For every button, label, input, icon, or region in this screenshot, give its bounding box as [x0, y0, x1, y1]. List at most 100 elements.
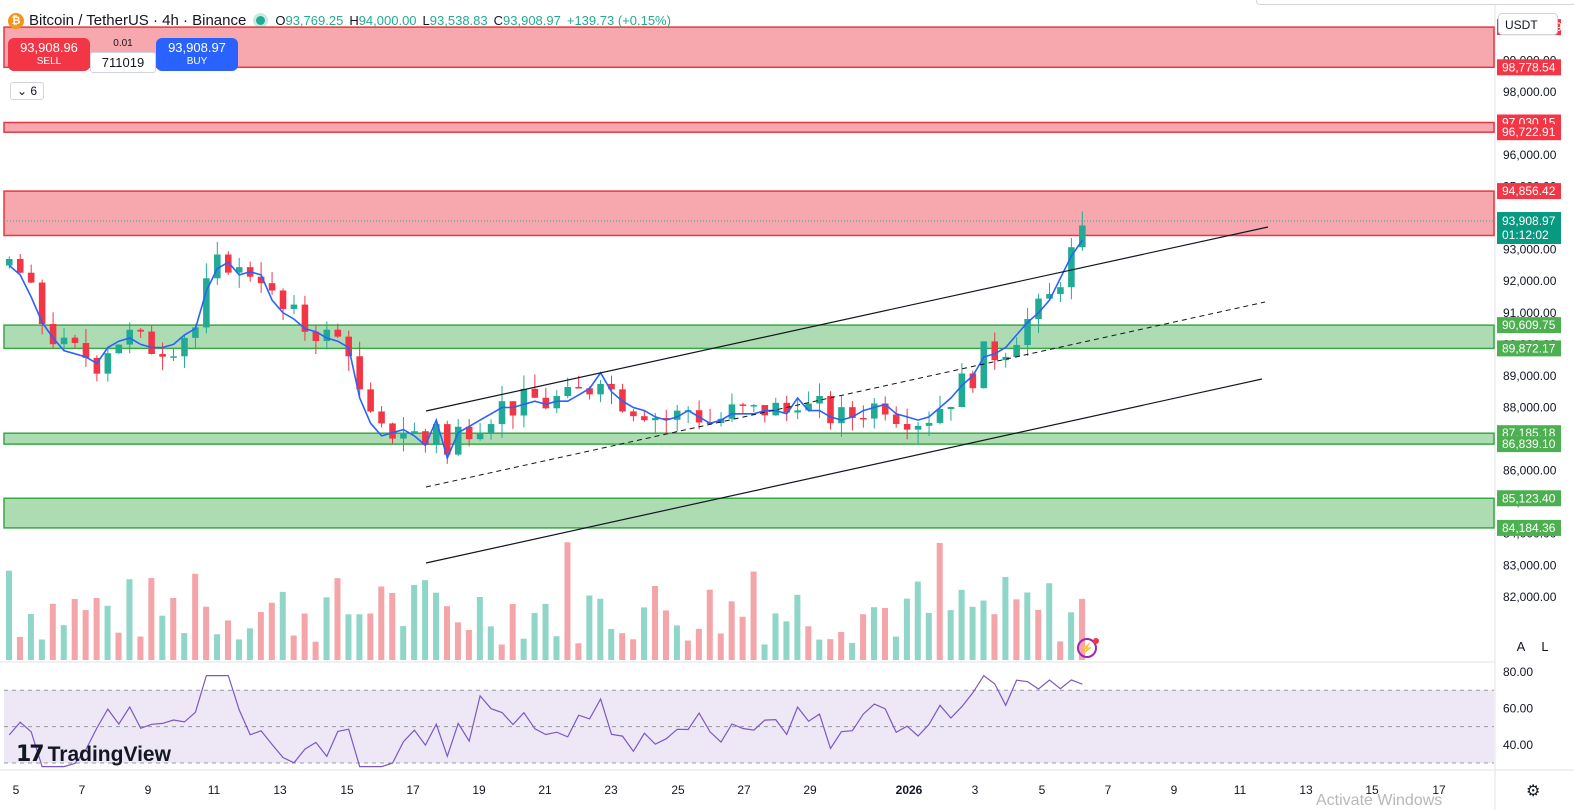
time-tick-label: 9	[145, 783, 152, 797]
candle-body	[662, 418, 670, 420]
candle-body	[871, 403, 878, 419]
candle-body	[914, 425, 922, 430]
volume-bar	[871, 607, 878, 660]
volume-bar	[641, 607, 648, 660]
candle-body	[641, 416, 648, 421]
rsi-tick-label: 40.00	[1503, 738, 1533, 752]
time-tick-label: 9	[1171, 783, 1178, 797]
candle-body	[553, 396, 561, 409]
current-price-tag	[1497, 211, 1561, 244]
volume-bar	[662, 610, 669, 660]
volume-bar	[860, 614, 867, 660]
volume-bar	[586, 595, 593, 660]
volume-bar	[991, 614, 998, 660]
volume-bar	[706, 589, 713, 660]
candle-body	[860, 417, 867, 420]
volume-bar	[38, 639, 45, 660]
time-tick-label: 2026	[896, 783, 923, 797]
candle-body	[487, 424, 495, 433]
volume-bar	[1024, 592, 1031, 660]
trade-panel: 93,908.96 SELL 0.01 711019 93,908.97 BUY	[8, 38, 238, 73]
time-tick-label: 23	[604, 783, 618, 797]
candle-body	[334, 329, 342, 337]
candle-body	[728, 404, 736, 419]
chart-header: ₿ Bitcoin / TetherUS · 4h · Binance O93,…	[8, 12, 677, 29]
price-level-label: 96,722.91	[1502, 125, 1556, 139]
volume-bar	[367, 613, 374, 660]
candle-body	[49, 324, 57, 345]
ohlc-high: H94,000.00	[349, 13, 417, 28]
currency-select[interactable]: USDT	[1498, 13, 1558, 35]
auto-scale-button[interactable]: A	[1516, 639, 1526, 654]
symbol-title[interactable]: Bitcoin / TetherUS · 4h · Binance	[29, 12, 247, 29]
volume-bar	[257, 612, 264, 660]
price-tick-label: 96,000.00	[1503, 148, 1557, 162]
volume-bar	[104, 605, 111, 660]
sell-label: SELL	[36, 55, 62, 67]
quantity-input[interactable]: 711019	[90, 52, 156, 73]
volume-bar	[181, 633, 188, 660]
candle-body	[1002, 356, 1009, 361]
volume-bar	[312, 641, 319, 660]
volume-bar	[411, 584, 418, 660]
volume-bar	[761, 644, 768, 660]
candle-body	[356, 356, 363, 390]
volume-bar	[137, 636, 144, 660]
candle-body	[159, 353, 166, 357]
volume-bar	[27, 613, 34, 660]
candle-body	[323, 329, 331, 341]
time-tick-label: 5	[1039, 783, 1046, 797]
current-price-label: 93,908.97	[1502, 214, 1556, 228]
buy-button[interactable]: 93,908.97 BUY	[156, 38, 238, 71]
candle-body	[290, 304, 298, 309]
notification-dot	[1093, 638, 1099, 644]
candle-body	[1068, 247, 1075, 288]
volume-bar	[93, 597, 100, 660]
zone-green-4	[3, 432, 1495, 445]
price-tick-label: 86,000.00	[1503, 464, 1557, 478]
time-tick-label: 27	[737, 783, 751, 797]
candle-body	[936, 409, 944, 423]
candle-body	[903, 424, 911, 430]
zone-green-5	[3, 497, 1495, 529]
price-level-tag	[1497, 519, 1561, 536]
candle-body	[575, 386, 582, 389]
ohlc-low: L93,538.83	[422, 13, 488, 28]
candle-body	[400, 432, 407, 439]
candle-body	[991, 341, 999, 361]
candle-body	[389, 423, 396, 439]
lightning-icon[interactable]: ⚡	[1077, 638, 1097, 658]
volume-bar	[717, 633, 724, 660]
price-level-label: 94,856.42	[1502, 184, 1556, 198]
channel-mid-line	[425, 301, 1266, 488]
volume-bar	[903, 598, 910, 660]
time-tick-label: 25	[671, 783, 685, 797]
volume-bar	[115, 632, 122, 660]
market-open-icon	[256, 16, 266, 25]
volume-bar	[750, 571, 757, 660]
tradingview-logo[interactable]: 17 TradingView	[16, 742, 171, 767]
log-scale-button[interactable]: L	[1541, 639, 1549, 654]
volume-bar	[783, 621, 790, 660]
sell-button[interactable]: 93,908.96 SELL	[8, 38, 90, 71]
candle-body	[367, 389, 374, 412]
candle-body	[827, 395, 834, 424]
candle-body	[925, 422, 933, 426]
time-tick-label: 13	[1299, 783, 1313, 797]
volume-bar	[1068, 612, 1075, 660]
candle-body	[16, 259, 24, 273]
price-level-tag	[1497, 436, 1561, 453]
ohlc-change: +139.73 (+0.15%)	[566, 13, 671, 28]
gear-icon[interactable]: ⚙	[1526, 783, 1541, 800]
price-level-label: 86,839.10	[1502, 437, 1556, 451]
indicators-toggle[interactable]: ⌄ 6	[10, 82, 45, 100]
candle-body	[1079, 225, 1086, 248]
candle-body	[816, 395, 823, 404]
volume-bar	[6, 570, 13, 660]
candle-body	[1035, 298, 1042, 320]
volume-bar	[323, 597, 330, 660]
volume-bar	[279, 591, 286, 660]
candle-body	[345, 336, 353, 357]
candle-body	[980, 341, 988, 389]
